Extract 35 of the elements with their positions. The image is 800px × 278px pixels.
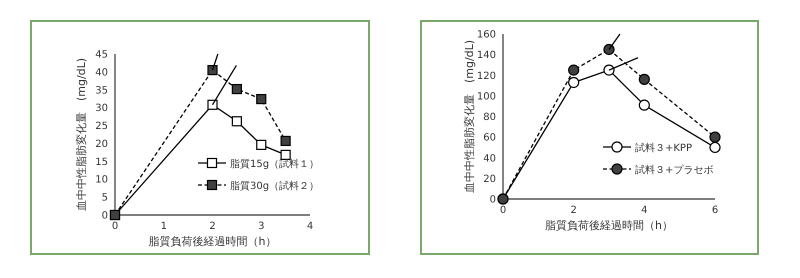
y-tick-label: 60: [483, 132, 496, 144]
x-axis-title: 脂質負荷後経過時間（h）: [148, 235, 276, 248]
y-tick-label: 160: [476, 30, 496, 40]
y-tick-label: 30: [95, 103, 108, 114]
y-tick-label: 100: [476, 91, 496, 102]
y-tick-label: 80: [483, 112, 496, 123]
y-axis-title: 血中中性脂肪変化量 (mg/dL): [463, 40, 476, 194]
y-axis-title: 血中中性脂肪変化量 (mg/dL): [75, 58, 88, 212]
x-tick-label: 4: [641, 205, 648, 216]
legend-label: 試料３+プラセボ: [635, 164, 714, 176]
x-tick-label: 2: [570, 205, 577, 216]
y-tick-label: 120: [476, 70, 496, 82]
y-tick-label: 45: [95, 50, 108, 60]
y-tick-label: 20: [483, 174, 496, 185]
x-tick-label: 6: [712, 205, 718, 216]
x-tick-label: 3: [258, 221, 264, 232]
y-tick-label: 5: [102, 192, 108, 204]
x-tick-label: 0: [112, 221, 118, 232]
y-tick-label: 40: [95, 67, 108, 78]
legend-label: 試料３+KPP: [635, 142, 692, 154]
x-tick-label: 4: [306, 221, 314, 232]
x-tick-label: 0: [500, 205, 506, 216]
y-tick-label: 0: [490, 194, 496, 206]
y-tick-label: 40: [483, 153, 496, 164]
x-tick-label: 2: [209, 221, 216, 232]
legend-label: 脂質30g（試料２）: [230, 180, 320, 192]
y-tick-label: 35: [95, 85, 108, 96]
y-tick-label: 140: [476, 50, 496, 62]
y-tick-label: 25: [95, 121, 108, 132]
x-tick-label: 1: [160, 221, 167, 232]
x-axis-title: 脂質負荷後経過時間（h）: [545, 219, 673, 232]
y-tick-label: 15: [95, 156, 108, 168]
legend-label: 脂質15g（試料１）: [230, 158, 320, 170]
y-tick-label: 10: [95, 174, 108, 186]
y-tick-label: 20: [95, 138, 108, 150]
